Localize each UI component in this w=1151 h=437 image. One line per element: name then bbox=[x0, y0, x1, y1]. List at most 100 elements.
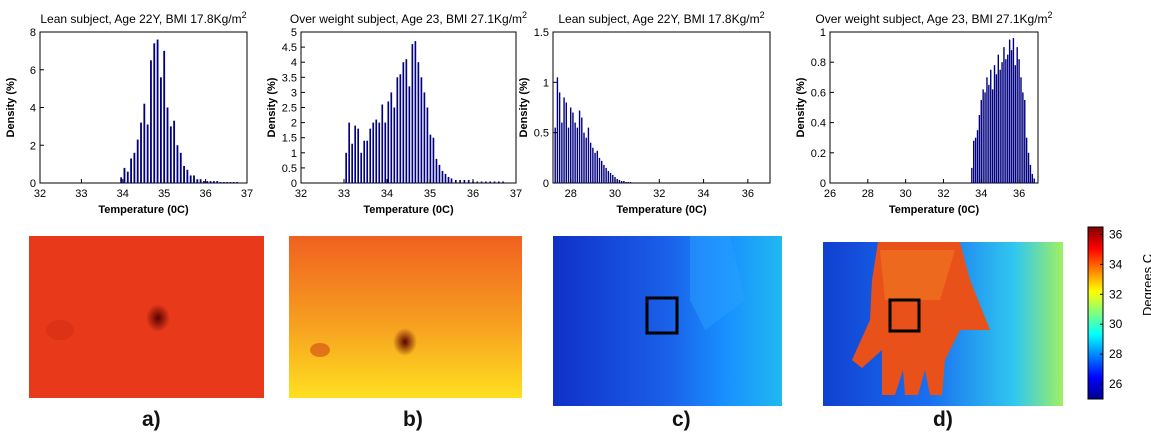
bar bbox=[209, 181, 212, 183]
bar bbox=[1001, 62, 1003, 184]
bar bbox=[596, 150, 598, 183]
bar bbox=[570, 107, 572, 183]
bar bbox=[598, 157, 601, 183]
bar bbox=[1024, 99, 1026, 183]
bar bbox=[1031, 173, 1034, 183]
bar bbox=[156, 39, 159, 183]
thermal-image-a bbox=[29, 236, 264, 398]
bar bbox=[1008, 39, 1011, 183]
bar bbox=[450, 178, 453, 183]
bar bbox=[354, 125, 357, 183]
bar bbox=[363, 140, 366, 183]
y-tick-label: 2 bbox=[291, 118, 297, 130]
bar bbox=[173, 120, 176, 183]
x-tick-label: 35 bbox=[424, 188, 436, 200]
colorbar-tick-label: 36 bbox=[1109, 227, 1123, 241]
bar bbox=[226, 182, 229, 183]
roi-box-c bbox=[645, 296, 679, 335]
bar bbox=[572, 112, 574, 183]
bar bbox=[130, 158, 132, 183]
bar bbox=[159, 77, 162, 183]
bar bbox=[592, 147, 594, 183]
bar bbox=[236, 182, 238, 183]
bar bbox=[366, 140, 369, 183]
plot-frame bbox=[829, 31, 1039, 184]
bar bbox=[556, 77, 559, 183]
bar bbox=[601, 160, 603, 183]
bar bbox=[426, 107, 429, 183]
y-tick-label: 1.5 bbox=[534, 27, 549, 39]
colorbar-tick-label: 28 bbox=[1109, 347, 1123, 361]
y-tick-label: 0.8 bbox=[811, 57, 826, 69]
x-tick-label: 37 bbox=[241, 188, 253, 200]
bar bbox=[589, 142, 592, 183]
y-tick-label: 1.5 bbox=[282, 133, 297, 145]
bar bbox=[387, 101, 390, 183]
y-tick-label: 0.2 bbox=[811, 148, 826, 160]
y-axis-label: Density (%) bbox=[518, 77, 530, 137]
y-tick-label: 0.4 bbox=[811, 118, 826, 130]
bar bbox=[988, 84, 990, 183]
bar bbox=[978, 115, 981, 183]
bar bbox=[561, 122, 563, 183]
bar bbox=[123, 167, 126, 183]
x-axis-label: Temperature (0C) bbox=[363, 204, 454, 216]
bar bbox=[166, 107, 169, 183]
bar bbox=[390, 92, 393, 183]
bar bbox=[578, 110, 581, 183]
x-tick-label: 34 bbox=[117, 188, 129, 200]
plot-frame bbox=[552, 31, 771, 184]
y-axis-label: Density (%) bbox=[266, 77, 278, 137]
x-tick-label: 30 bbox=[609, 188, 621, 200]
bar bbox=[585, 137, 587, 183]
bar bbox=[581, 117, 583, 183]
bar bbox=[476, 181, 479, 183]
bar bbox=[150, 60, 152, 184]
y-tick-label: 2 bbox=[30, 140, 36, 152]
bar bbox=[627, 181, 629, 183]
thermal-image-d bbox=[823, 242, 1063, 406]
thermal-image-b bbox=[289, 236, 522, 398]
bar bbox=[620, 180, 623, 183]
y-tick-label: 0 bbox=[543, 178, 549, 190]
bar bbox=[607, 170, 610, 183]
bar bbox=[497, 181, 500, 183]
bar bbox=[554, 127, 556, 183]
bar bbox=[1029, 164, 1032, 183]
colorbar-tick-label: 30 bbox=[1109, 317, 1123, 331]
chart-title: Over weight subject, Age 23, BMI 27.1Kg/… bbox=[815, 10, 1052, 26]
bar bbox=[441, 170, 444, 183]
y-tick-label: 0.6 bbox=[811, 87, 826, 99]
x-tick-label: 32 bbox=[295, 188, 307, 200]
x-tick-label: 26 bbox=[824, 188, 836, 200]
bar bbox=[399, 74, 402, 183]
bar bbox=[232, 182, 235, 183]
bar bbox=[576, 127, 579, 183]
bar bbox=[594, 152, 596, 183]
bar bbox=[991, 89, 994, 183]
y-tick-label: 0 bbox=[820, 178, 826, 190]
panel-label-a: a) bbox=[142, 408, 161, 431]
bar bbox=[616, 178, 618, 183]
bar bbox=[186, 169, 189, 183]
bar bbox=[629, 181, 632, 183]
x-tick-label: 33 bbox=[338, 188, 350, 200]
bar bbox=[1027, 152, 1030, 183]
bar bbox=[229, 182, 232, 183]
bar bbox=[384, 122, 387, 183]
x-axis-label: Temperature (0C) bbox=[98, 204, 189, 216]
bar bbox=[381, 104, 384, 183]
y-axis-label: Density (%) bbox=[5, 77, 17, 137]
bar bbox=[143, 103, 146, 183]
bar bbox=[219, 182, 222, 183]
bar bbox=[993, 65, 996, 183]
bar bbox=[196, 179, 199, 183]
bar bbox=[199, 179, 202, 183]
bar bbox=[618, 179, 621, 183]
bar bbox=[402, 62, 405, 184]
bar bbox=[997, 54, 999, 184]
bar bbox=[438, 164, 441, 183]
plot-frame bbox=[300, 31, 517, 184]
bar bbox=[120, 177, 123, 183]
bar bbox=[179, 152, 182, 183]
